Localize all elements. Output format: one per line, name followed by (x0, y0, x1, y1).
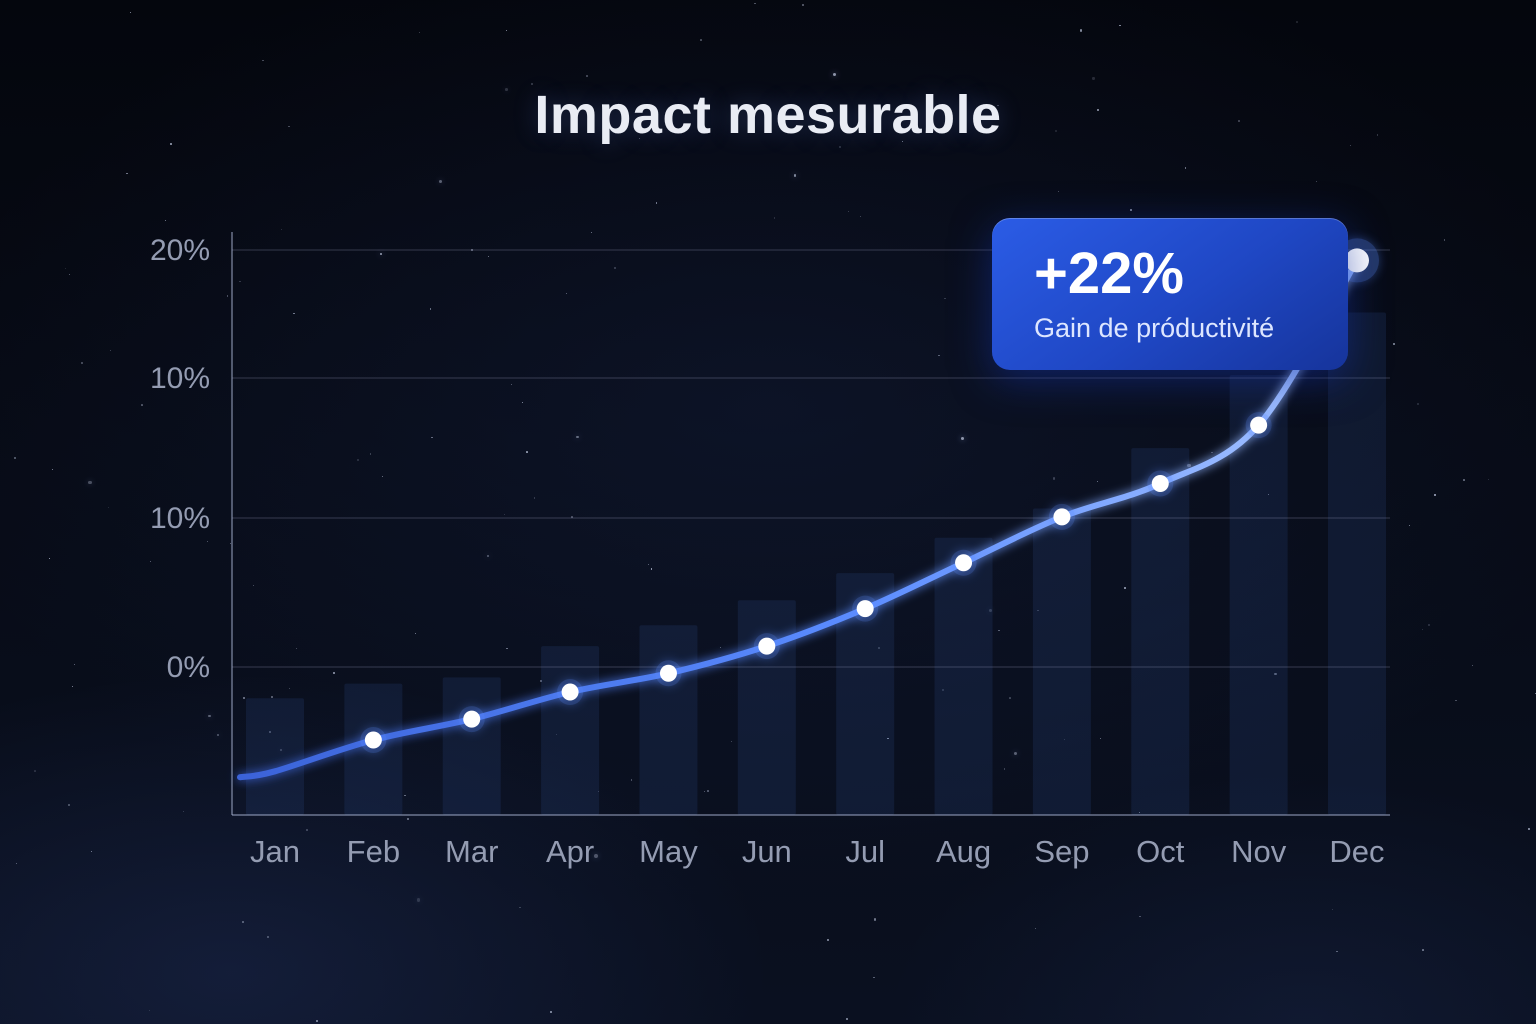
data-point (758, 638, 775, 655)
background-bar (1328, 313, 1386, 815)
chart-canvas: 20% 10% 10% 0% Jan Feb Mar Apr May Jun Jul Aug Sep Oc… (0, 0, 1536, 1024)
x-axis-label: Jun (742, 834, 792, 869)
annotation-badge: +22% Gain de próductivité (992, 218, 1348, 370)
background-bar (639, 625, 697, 815)
x-axis-label: Mar (445, 834, 498, 869)
data-point (1345, 248, 1369, 272)
y-axis-label: 10% (150, 362, 210, 395)
y-axis-label: 20% (150, 234, 210, 267)
background-bar (935, 538, 993, 815)
background-bar (1033, 509, 1091, 815)
annotation-value: +22% (1034, 244, 1348, 305)
data-point (660, 665, 677, 682)
data-point (365, 731, 382, 748)
data-point (562, 684, 579, 701)
x-axis-label: Jul (845, 834, 885, 869)
x-axis-label: May (639, 834, 698, 869)
x-axis-label: Feb (347, 834, 400, 869)
data-point (463, 711, 480, 728)
y-axis-label: 10% (150, 502, 210, 535)
x-axis-label: Apr (546, 834, 594, 869)
data-point (1152, 475, 1169, 492)
x-axis-label: Aug (936, 834, 991, 869)
x-axis-label: Jan (250, 834, 300, 869)
background-bar (1131, 448, 1189, 815)
y-axis-label: 0% (167, 651, 210, 684)
data-point (857, 600, 874, 617)
line-chart: 20% 10% 10% 0% Jan Feb Mar Apr May Jun Jul Aug Sep Oc… (0, 0, 1536, 1024)
background-bar (541, 646, 599, 815)
x-axis-label: Dec (1329, 834, 1384, 869)
annotation-label: Gain de próductivité (1034, 313, 1348, 344)
background-bar (738, 600, 796, 815)
data-point (1053, 508, 1070, 525)
background-bar (246, 698, 304, 815)
data-point (1250, 417, 1267, 434)
background-bar (443, 677, 501, 815)
x-axis-label: Sep (1034, 834, 1089, 869)
x-axis-label: Nov (1231, 834, 1287, 869)
data-point (955, 554, 972, 571)
x-axis-label: Oct (1136, 834, 1185, 869)
